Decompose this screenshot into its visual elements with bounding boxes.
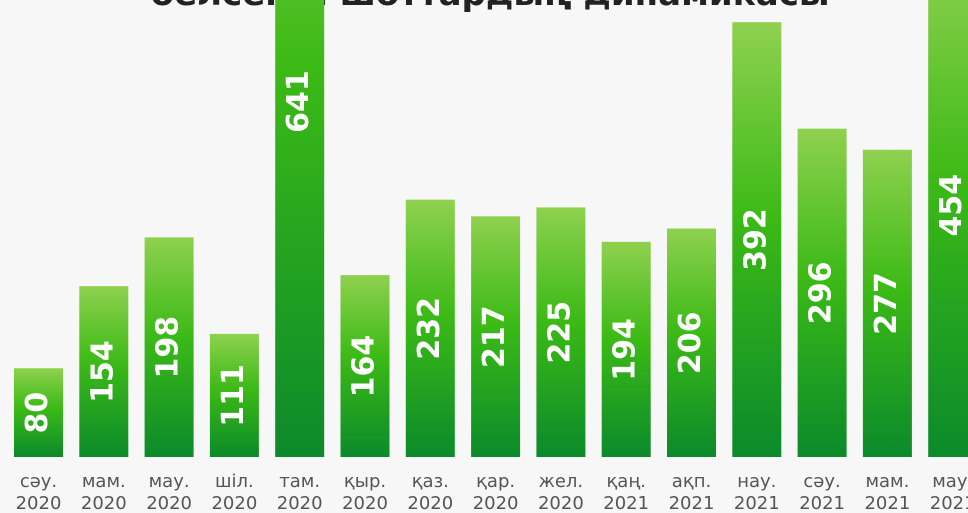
bar-value-label: 277 [869, 272, 904, 335]
x-tick-label: қаң. [606, 471, 646, 492]
x-tick-label: 2021 [930, 493, 968, 513]
x-tick-label: жел. [539, 471, 584, 492]
x-tick-label: қар. [476, 471, 515, 492]
bar-value-label: 217 [477, 305, 512, 368]
chart-title: белсенді шоттардың динамикасы [150, 0, 829, 14]
bar [667, 228, 716, 457]
x-tick-label: 2020 [342, 493, 388, 513]
bar-value-label: 80 [20, 392, 55, 434]
bar-value-label: 392 [738, 208, 773, 271]
bar-value-label: 154 [85, 340, 120, 403]
bar-value-label: 225 [542, 301, 577, 364]
bar [79, 286, 129, 457]
bar [928, 0, 968, 457]
bar [209, 333, 259, 457]
x-tick-label: 2020 [81, 493, 127, 513]
x-tick-label: сәу. [20, 471, 57, 492]
x-tick-label: 2020 [211, 493, 257, 513]
bar-value-label: 296 [804, 262, 839, 325]
x-tick-label: 2021 [603, 493, 649, 513]
x-tick-label: 2021 [799, 493, 845, 513]
bar [340, 275, 390, 457]
x-tick-label: 2020 [146, 493, 192, 513]
bar-value-label: 454 [934, 174, 968, 237]
bar [471, 216, 521, 457]
x-tick-label: мау. [932, 471, 968, 492]
bar [405, 199, 455, 457]
x-tick-label: 2020 [16, 493, 62, 513]
bar-value-label: 164 [347, 335, 382, 398]
bar [601, 241, 651, 457]
bar-value-label: 111 [216, 364, 251, 427]
x-tick-label: 2020 [538, 493, 584, 513]
x-tick-label: 2020 [277, 493, 323, 513]
x-tick-label: там. [279, 471, 320, 492]
x-tick-label: нау. [737, 471, 776, 492]
bar-value-label: 232 [412, 297, 447, 360]
x-tick-label: сәу. [803, 471, 840, 492]
x-tick-label: мау. [149, 471, 190, 492]
x-tick-label: 2020 [407, 493, 453, 513]
x-tick-label: шіл. [215, 471, 254, 492]
bar-value-label: 641 [281, 70, 316, 133]
bar [797, 128, 847, 457]
x-tick-label: 2021 [864, 493, 910, 513]
x-tick-label: мам. [82, 471, 126, 492]
x-tick-label: қыр. [344, 471, 386, 492]
bar-value-label: 194 [608, 318, 643, 381]
bar-value-label: 198 [151, 316, 186, 379]
x-tick-label: ақп. [672, 471, 711, 492]
bar-value-label: 206 [673, 311, 708, 374]
bar [144, 237, 194, 457]
x-tick-label: қаз. [412, 471, 449, 492]
bar [732, 22, 782, 457]
x-tick-label: 2020 [473, 493, 519, 513]
bar [14, 368, 63, 457]
bar [275, 0, 325, 458]
x-tick-label: 2021 [734, 493, 780, 513]
x-tick-label: мам. [865, 471, 909, 492]
bar [862, 149, 912, 457]
x-tick-label: 2021 [669, 493, 715, 513]
bar [536, 207, 586, 457]
